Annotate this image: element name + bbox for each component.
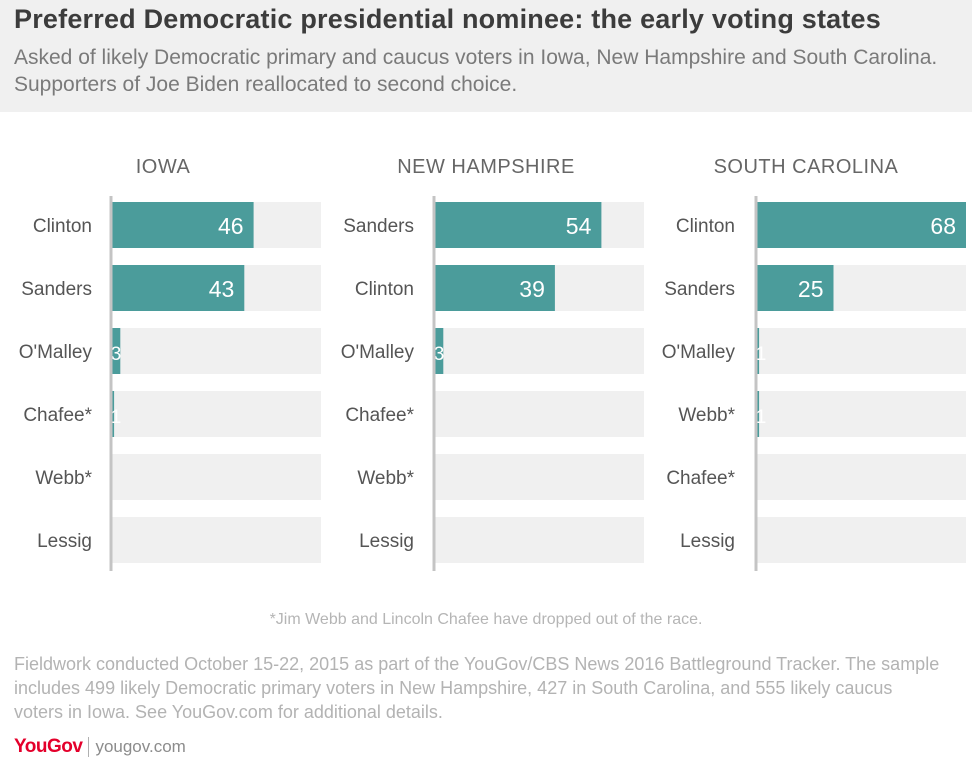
category-label: Clinton bbox=[676, 216, 735, 237]
bar-track bbox=[434, 517, 644, 563]
bar-track bbox=[111, 391, 321, 437]
category-label: Sanders bbox=[664, 279, 735, 300]
chart-panel: SOUTH CAROLINA Clinton 68 Sanders 25 O'Malley… bbox=[662, 156, 966, 571]
data-label: 3 bbox=[111, 344, 122, 365]
category-label: Webb* bbox=[35, 468, 92, 489]
data-label: 1 bbox=[756, 344, 767, 365]
data-label: 68 bbox=[930, 213, 956, 239]
category-label: Lessig bbox=[680, 531, 735, 552]
bar-track bbox=[756, 328, 966, 374]
data-label: 1 bbox=[756, 407, 767, 428]
brand-divider bbox=[88, 737, 90, 757]
bar-track bbox=[756, 391, 966, 437]
header-band: Preferred Democratic presidential nomine… bbox=[0, 0, 972, 112]
category-label: Sanders bbox=[21, 279, 92, 300]
data-label: 43 bbox=[209, 276, 235, 302]
data-label: 1 bbox=[111, 407, 122, 428]
chart-panel: NEW HAMPSHIRE Sanders 54 Clinton 39 O'Malley 3… bbox=[341, 156, 644, 571]
data-label: 46 bbox=[218, 213, 244, 239]
category-label: Clinton bbox=[33, 216, 92, 237]
category-label: Webb* bbox=[678, 405, 735, 426]
bar-track bbox=[434, 454, 644, 500]
bar-track bbox=[111, 517, 321, 563]
chart-subtitle: Asked of likely Democratic primary and c… bbox=[14, 46, 938, 96]
data-label: 25 bbox=[798, 276, 824, 302]
bar-track bbox=[756, 454, 966, 500]
data-label: 3 bbox=[434, 344, 445, 365]
panel-title: NEW HAMPSHIRE bbox=[397, 156, 575, 178]
category-label: O'Malley bbox=[341, 342, 415, 363]
bar-track bbox=[756, 517, 966, 563]
bar bbox=[434, 328, 444, 374]
bar bbox=[434, 265, 555, 311]
category-label: O'Malley bbox=[662, 342, 736, 363]
source-note: Fieldwork conducted October 15-22, 2015 … bbox=[14, 654, 940, 722]
bar bbox=[434, 202, 602, 248]
bar bbox=[111, 391, 115, 437]
bar bbox=[111, 328, 121, 374]
category-label: Clinton bbox=[355, 279, 414, 300]
bar bbox=[111, 265, 245, 311]
bar-track bbox=[111, 454, 321, 500]
yougov-logo: YouGov bbox=[14, 736, 83, 757]
bar-track bbox=[111, 328, 321, 374]
category-label: Chafee* bbox=[345, 405, 414, 426]
category-label: Lessig bbox=[359, 531, 414, 552]
chart-title: Preferred Democratic presidential nomine… bbox=[14, 4, 881, 34]
panel-title: SOUTH CAROLINA bbox=[714, 156, 899, 178]
bar bbox=[756, 391, 760, 437]
brand-url-link[interactable]: yougov.com bbox=[95, 737, 186, 756]
category-label: Chafee* bbox=[666, 468, 735, 489]
footnote: *Jim Webb and Lincoln Chafee have droppe… bbox=[269, 611, 703, 628]
data-label: 39 bbox=[519, 276, 545, 302]
bar bbox=[111, 202, 254, 248]
bar-track bbox=[434, 328, 644, 374]
bar-track bbox=[434, 391, 644, 437]
data-label: 54 bbox=[566, 213, 592, 239]
bar bbox=[756, 265, 834, 311]
category-label: Chafee* bbox=[23, 405, 92, 426]
category-label: Webb* bbox=[357, 468, 414, 489]
brand-footer: YouGov yougov.com bbox=[14, 734, 186, 760]
category-label: Lessig bbox=[37, 531, 92, 552]
panel-title: IOWA bbox=[136, 156, 191, 178]
bar bbox=[756, 202, 966, 248]
bar bbox=[756, 328, 760, 374]
category-label: O'Malley bbox=[19, 342, 93, 363]
category-label: Sanders bbox=[343, 216, 414, 237]
chart-panel: IOWA Clinton 46 Sanders 43 O'Malley 3 Chafee* 1 W… bbox=[19, 156, 321, 571]
